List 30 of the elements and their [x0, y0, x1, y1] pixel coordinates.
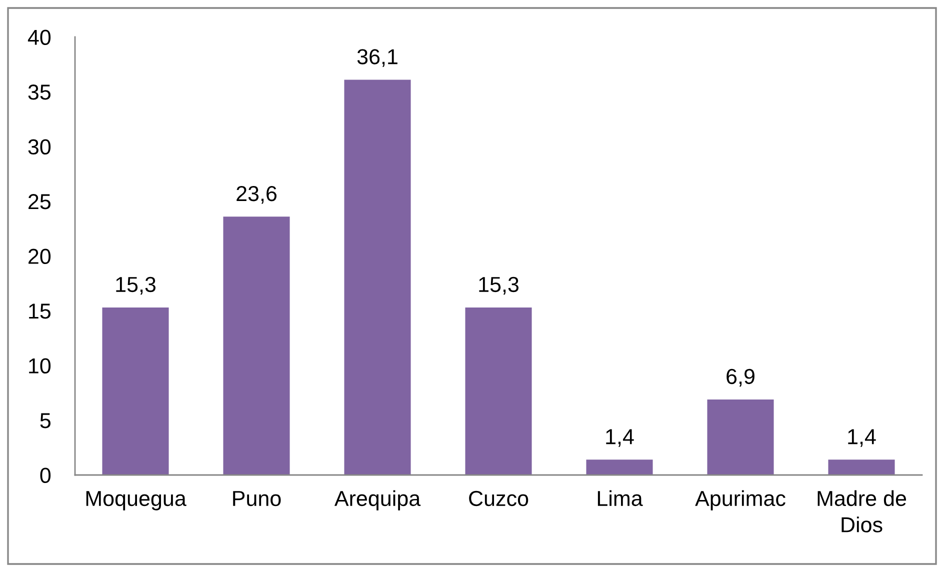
data-label: 36,1: [357, 49, 398, 67]
x-tick-label: Puno: [233, 491, 281, 506]
x-tick-label: Apurimac: [695, 490, 786, 510]
y-tick-label: 0: [40, 468, 51, 484]
x-tick-label: Moquegua: [86, 491, 186, 510]
x-tick-label: Madre de Dios: [818, 490, 906, 532]
data-label: 15,3: [116, 276, 156, 295]
bar: [102, 307, 169, 475]
x-tick-label: Arequipa: [334, 490, 421, 510]
data-label: 1,4: [606, 429, 634, 447]
y-tick-label: 25: [28, 194, 50, 210]
y-tick-label: 30: [28, 139, 51, 155]
y-tick-label: 40: [28, 30, 51, 46]
data-label: 15,3: [479, 276, 519, 295]
bar: [828, 460, 895, 475]
y-tick-label: 35: [28, 84, 50, 100]
bar: [707, 399, 774, 475]
y-tick-label: 15: [29, 304, 50, 319]
x-tick-label: Cuzco: [469, 490, 528, 506]
y-tick-label: 5: [40, 413, 50, 428]
data-label: 6,9: [726, 368, 754, 387]
x-tick-label: Lima: [598, 490, 643, 506]
bar: [223, 216, 290, 475]
data-label: 1,4: [848, 429, 876, 447]
y-tick-label: 10: [29, 358, 51, 374]
bar: [465, 307, 532, 475]
bar: [586, 460, 653, 475]
data-label: 23,6: [236, 186, 277, 204]
y-tick-label: 20: [28, 248, 51, 264]
bar: [344, 80, 411, 475]
